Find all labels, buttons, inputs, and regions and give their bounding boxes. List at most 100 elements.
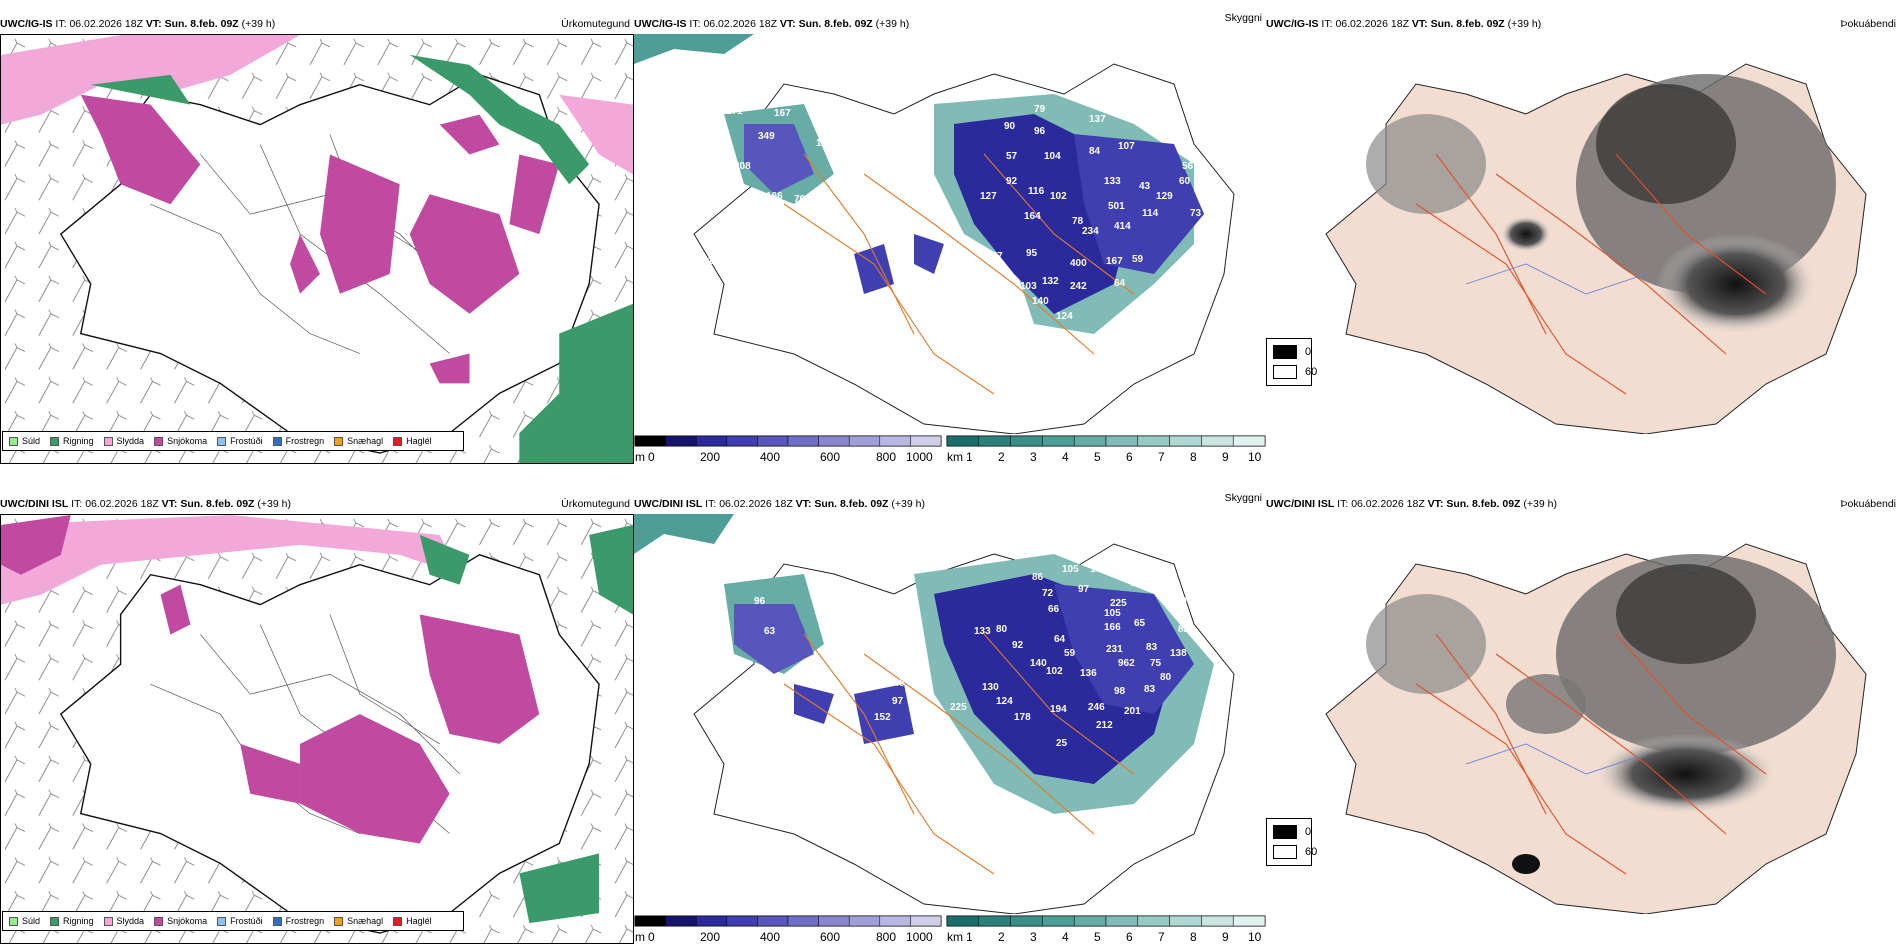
init-time: 06.02.2026 18Z (703, 18, 777, 30)
cloud-label: 64 (1114, 278, 1126, 289)
model-name: UWC/IG-IS (0, 18, 53, 30)
legend-swatch-hail (393, 916, 403, 926)
legend-item: Súld (9, 436, 40, 446)
cloud-label: 57 (1006, 151, 1018, 162)
fog-key-label: 0 (1305, 826, 1312, 838)
legend-swatch-sleet (103, 916, 113, 926)
cloud-base-colorbar: m 0 200 400 600 800 1000 (634, 434, 946, 464)
cloud-map-svg: 90 79 96 104 84 137 107 57 116 133 92 16… (634, 34, 1235, 434)
cloud-label: 136 (1080, 668, 1097, 679)
colorbar-swatch (695, 915, 728, 927)
colorbar-unit: km (947, 450, 963, 464)
colorbar-unit: km (947, 930, 963, 944)
precip-type-panel-bottom: UWC/DINI ISL IT: 06.02.2026 18Z VT: Sun.… (0, 494, 634, 944)
colorbar-tick: 8 (1190, 930, 1197, 944)
colorbar-swatch (818, 435, 850, 447)
legend-swatch-sleet (103, 436, 113, 446)
cloud-label: 150 (734, 568, 751, 579)
cloud-label: 65 (1134, 618, 1146, 629)
cloud-label: 63 (764, 626, 776, 637)
legend-item: Frostregn (272, 916, 325, 926)
fog-key-swatch-light (1273, 365, 1297, 379)
fog-key-row: 60 (1273, 845, 1317, 859)
valid-label: VT: (795, 498, 812, 510)
cloud-label: 83 (1146, 642, 1158, 653)
cloud-label: 164 (1024, 211, 1041, 222)
colorbar-swatch (1232, 915, 1266, 927)
colorbar-swatch (665, 915, 697, 927)
legend-swatch-snow-pellets (334, 916, 344, 926)
fog-key-swatch-dark (1273, 825, 1297, 839)
cloud-label: 201 (1124, 706, 1141, 717)
colorbar-swatch (1169, 435, 1202, 447)
colorbar-tick: 6 (1126, 930, 1133, 944)
colorbar-swatch (1073, 915, 1107, 927)
panel-header: UWC/IG-IS IT: 06.02.2026 18Z VT: Sun. 8.… (1266, 14, 1900, 34)
legend-swatch-freezing-drizzle (217, 916, 227, 926)
colorbar-swatch (848, 435, 881, 447)
valid-time: Sun. 8.feb. 09Z (1446, 498, 1521, 510)
fog-key-row: 60 (1273, 365, 1317, 379)
init-time: 06.02.2026 18Z (69, 18, 143, 30)
legend-swatch-snow (154, 916, 164, 926)
colorbar-tick: 7 (1158, 450, 1165, 464)
legend-swatch-drizzle (9, 436, 18, 446)
colorbar-swatch (726, 915, 758, 927)
visibility-colorbar-svg: km 1 2 3 4 5 6 7 8 9 10 (946, 435, 1266, 464)
legend-label: Snjókoma (167, 436, 208, 446)
valid-label: VT: (1411, 18, 1428, 30)
colorbar-tick: 3 (1030, 930, 1037, 944)
fog-key-swatch-light (1273, 845, 1297, 859)
colorbar-tick: 800 (876, 450, 896, 464)
colorbar-tick: 8 (1190, 450, 1197, 464)
cloud-label: 60 (1179, 176, 1191, 187)
colorbar-swatch (1010, 435, 1043, 447)
fog-key-label: 0 (1305, 346, 1312, 358)
legend-label: Súld (22, 916, 41, 926)
cloud-label: 246 (1088, 702, 1105, 713)
legend-swatch-rain (50, 436, 60, 446)
colorbar-swatch (634, 915, 666, 927)
legend-label: Snæhagl (347, 916, 384, 926)
lead-time: (+39 h) (241, 18, 276, 30)
legend-label: Haglél (406, 436, 432, 446)
cloud-label: 120 (714, 136, 731, 147)
fog-map-svg (1266, 34, 1900, 434)
colorbar-swatch (879, 915, 911, 927)
visibility-colorbar: km 1 2 3 4 5 6 7 8 9 10 (946, 914, 1266, 944)
fog-key-row: 0 (1273, 345, 1311, 359)
cloud-label: 78 (1072, 216, 1084, 227)
init-time: 06.02.2026 18Z (719, 498, 793, 510)
lead-time: (+39 h) (1523, 498, 1557, 510)
fog-index-key: 0 60 (1266, 818, 1317, 866)
legend-swatch-snow-pellets (334, 436, 344, 446)
colorbar-swatch (1232, 435, 1266, 447)
cloud-label: 167 (774, 108, 791, 119)
legend-item: Frostregn (272, 436, 324, 446)
precip-type-legend: Súld Rigning Slydda Snjókoma Frostúði Fr… (2, 431, 464, 451)
cloud-label: 138 (1170, 648, 1187, 659)
colorbar-tick: 600 (820, 930, 840, 944)
legend-label: Rigning (63, 916, 94, 926)
cloud-map-svg: 105 106 86 97 72 225 66 85 450 90 64 65 … (634, 514, 1235, 914)
colorbar-tick: 9 (1222, 450, 1229, 464)
cloud-label: 75 (1150, 658, 1162, 669)
colorbar-tick: 6 (1126, 450, 1133, 464)
colorbar-swatch (787, 435, 819, 447)
colorbar-swatch (1073, 435, 1107, 447)
cloud-visibility-panel-top: UWC/IG-IS IT: 06.02.2026 18Z VT: Sun. 8.… (634, 12, 1266, 464)
legend-label: Frostregn (285, 916, 325, 926)
cloud-label: 86 (1032, 572, 1044, 583)
visibility-colorbar-svg: km 1 2 3 4 5 6 7 8 9 10 (946, 915, 1266, 944)
init-label: IT: (55, 18, 67, 30)
cloud-label: 962 (1118, 658, 1135, 669)
legend-item: Snjókoma (154, 436, 207, 446)
visibility-colorbar: km 1 2 3 4 5 6 7 8 9 10 (946, 434, 1266, 464)
valid-time: Sun. 8.feb. 09Z (1430, 18, 1505, 30)
cloud-label: 25 (1056, 738, 1068, 749)
valid-label: VT: (779, 18, 796, 30)
cloud-label: 166 (1104, 622, 1121, 633)
colorbar-tick: 2 (998, 930, 1005, 944)
legend-label: Slydda (116, 436, 145, 446)
cloud-base-colorbar-svg: m 0 200 400 600 800 1000 (634, 915, 942, 944)
